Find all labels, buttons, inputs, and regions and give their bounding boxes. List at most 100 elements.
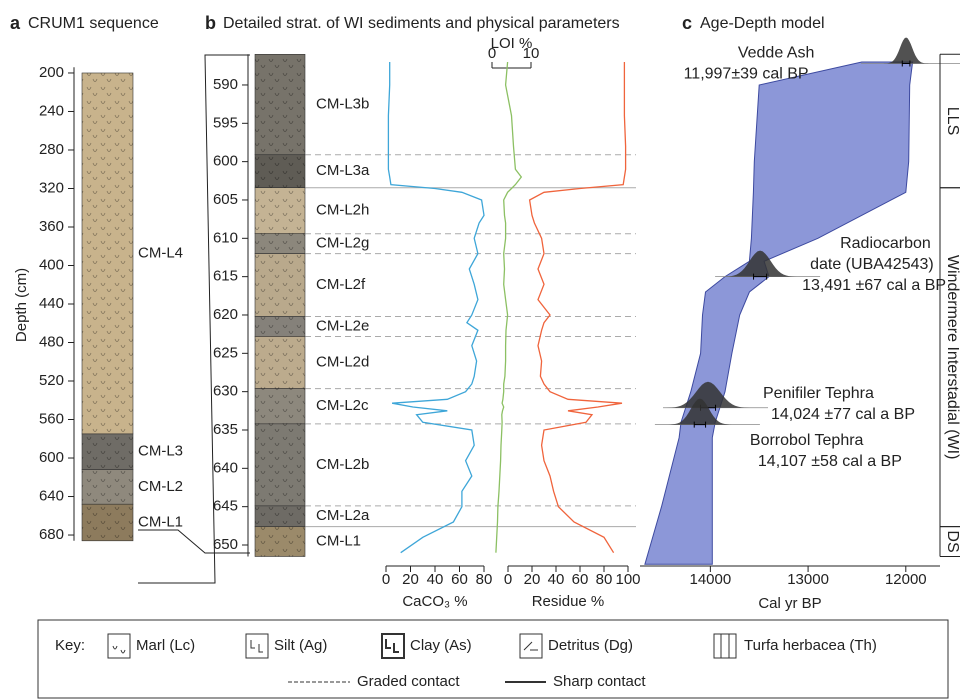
unit-label: CM-L3 [138, 443, 183, 460]
y-tick-label: 625 [213, 344, 238, 361]
y-tick-label: 605 [213, 191, 238, 208]
unit-label: CM-L3a [316, 162, 370, 179]
y-tick-label: 595 [213, 114, 238, 131]
x-axis-title: LOI % [491, 35, 533, 52]
y-tick-label: 620 [213, 306, 238, 323]
connector [138, 529, 250, 554]
x-tick-label: 80 [476, 571, 493, 588]
unit-label: CM-L2e [316, 317, 369, 334]
key-item: Clay (As) [410, 637, 472, 654]
unit-label: CM-L2h [316, 202, 369, 219]
y-tick-label: 520 [39, 372, 64, 389]
unit-label: CM-L2c [316, 397, 369, 414]
x-tick-label: 20 [524, 571, 541, 588]
date-density [663, 398, 737, 425]
y-tick-label: 600 [213, 153, 238, 170]
turfa-glyph [720, 634, 730, 658]
unit-label: CM-L2a [316, 507, 370, 524]
date-label: 14,107 ±58 cal a BP [758, 453, 902, 470]
clay-symbol [381, 633, 405, 659]
connector [138, 54, 250, 584]
panel-title: Detailed strat. of WI sediments and phys… [223, 15, 620, 32]
date-label: 13,491 ±67 cal a BP [802, 277, 946, 294]
key-item: Detritus (Dg) [548, 637, 633, 654]
panel-letter: c [682, 13, 692, 33]
x-axis-title: CaCO₃ % [402, 593, 467, 610]
y-tick-label: 615 [213, 268, 238, 285]
turfa-symbol [713, 633, 737, 659]
x-tick-label: 40 [548, 571, 565, 588]
unit-pattern [255, 316, 305, 337]
y-tick-label: 630 [213, 383, 238, 400]
y-tick-label: 640 [39, 487, 64, 504]
marl-symbol [107, 633, 131, 659]
unit-pattern [255, 154, 305, 188]
unit-pattern [82, 469, 133, 505]
key-symbols [107, 633, 737, 683]
unit-label: CM-L2 [138, 478, 183, 495]
unit-pattern [82, 504, 133, 541]
date-name: date (UBA42543) [810, 256, 934, 273]
unit-pattern [82, 433, 133, 470]
curve [495, 61, 523, 553]
age-envelope [644, 61, 914, 565]
date-density [718, 250, 802, 277]
y-tick-label: 480 [39, 333, 64, 350]
x-tick-label: 60 [572, 571, 589, 588]
unit-label: CM-L1 [316, 533, 361, 550]
y-tick-label: 645 [213, 498, 238, 515]
y-tick-label: 610 [213, 229, 238, 246]
date-error-bar [901, 60, 911, 67]
date-label: 14,024 ±77 cal a BP [771, 406, 915, 423]
date-density [881, 37, 931, 64]
unit-label: CM-L2d [316, 353, 369, 370]
date-name: Radiocarbon [840, 235, 931, 252]
panel-title: Age-Depth model [700, 15, 825, 32]
unit-pattern [255, 54, 305, 155]
unit-pattern [255, 187, 305, 234]
unit-pattern [255, 423, 305, 506]
unit-pattern [255, 233, 305, 254]
unit-pattern [255, 526, 305, 557]
key-contact: Graded contact [357, 673, 460, 690]
unit-pattern [82, 72, 133, 434]
date-density [659, 381, 757, 408]
detritus-symbol [519, 633, 543, 659]
x-axis-title: Residue % [532, 593, 605, 610]
x-tick-label: 13000 [787, 571, 829, 588]
date-error-bar [753, 273, 768, 280]
x-tick-label: 0 [504, 571, 512, 588]
unit-label: CM-L3b [316, 95, 369, 112]
x-tick-label: 0 [382, 571, 390, 588]
key-title: Key: [55, 637, 85, 654]
x-tick-label: 40 [427, 571, 444, 588]
silt-glyph [250, 640, 263, 653]
unit-pattern [255, 388, 305, 424]
unit-pattern [255, 253, 305, 317]
y-tick-label: 280 [39, 141, 64, 158]
silt-symbol [245, 633, 269, 659]
y-tick-label: 590 [213, 76, 238, 93]
x-tick-label: 0 [488, 45, 496, 62]
zone-label: Windermere Interstadial (WI) [944, 255, 960, 460]
date-name: Vedde Ash [738, 45, 815, 62]
unit-label: CM-L2f [316, 276, 366, 293]
unit-pattern [255, 336, 305, 389]
curve [528, 62, 627, 554]
unit-pattern [255, 505, 305, 527]
unit-label: CM-L2g [316, 235, 369, 252]
zone-label: DS [944, 530, 960, 552]
key-box [37, 619, 949, 699]
panel-letter: a [10, 13, 21, 33]
x-tick-label: 10 [523, 45, 540, 62]
clay-glyph [385, 639, 399, 653]
x-tick-label: 60 [451, 571, 468, 588]
y-tick-label: 400 [39, 256, 64, 273]
y-tick-label: 360 [39, 218, 64, 235]
key-item: Silt (Ag) [274, 637, 327, 654]
unit-label: CM-L4 [138, 244, 183, 261]
key-item: Turfa herbacea (Th) [744, 637, 877, 654]
y-tick-label: 600 [39, 449, 64, 466]
panel-title: CRUM1 sequence [28, 15, 159, 32]
